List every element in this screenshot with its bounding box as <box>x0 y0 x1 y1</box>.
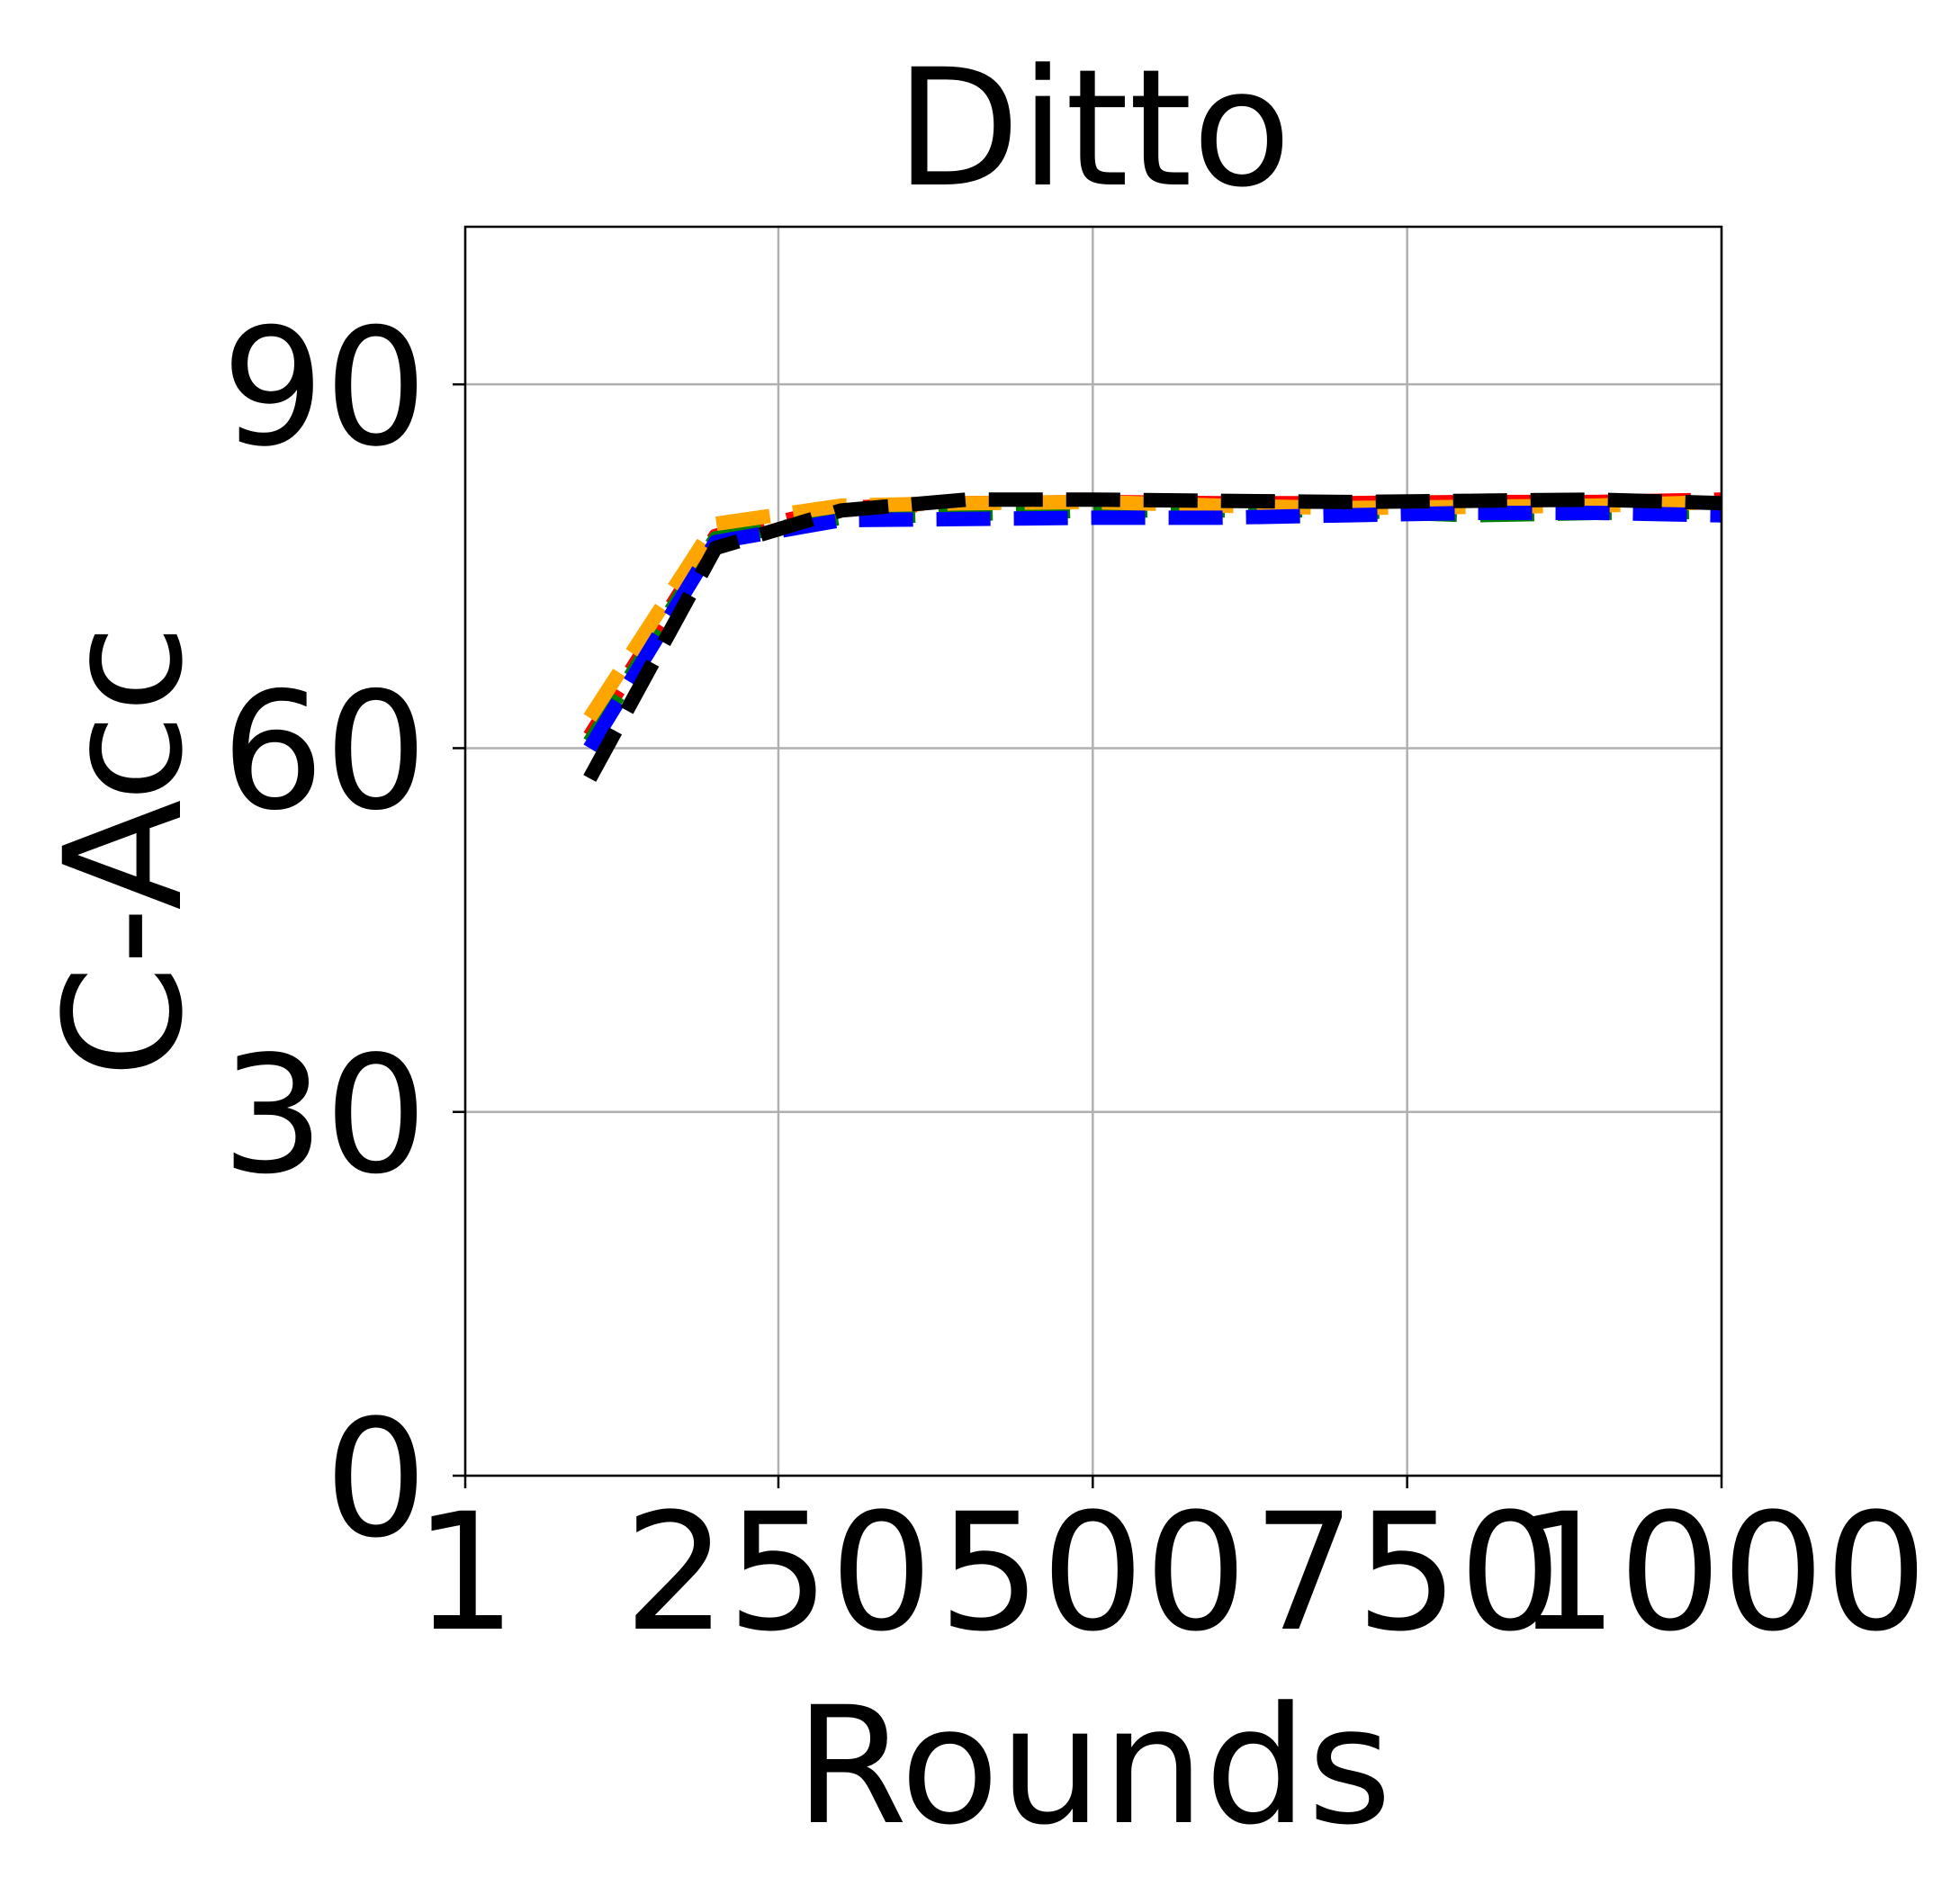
x-tick-label: 750 <box>1253 1479 1562 1667</box>
y-tick-label: 60 <box>221 658 427 846</box>
x-tick-label: 1 <box>414 1479 517 1667</box>
y-tick-label: 0 <box>324 1386 427 1574</box>
x-axis-label: Rounds <box>795 1673 1391 1861</box>
y-axis-label: C-Acc <box>31 624 219 1079</box>
series-line-5 <box>583 492 1722 782</box>
y-tick-label: 30 <box>221 1022 427 1210</box>
x-tick-label: 500 <box>939 1479 1248 1667</box>
series-layer <box>583 492 1722 782</box>
x-tick-label: 250 <box>624 1479 933 1667</box>
series-line-2 <box>583 503 1722 746</box>
y-tick-label: 90 <box>221 294 427 482</box>
chart-title: Ditto <box>895 35 1291 223</box>
x-tick-label: 1000 <box>1515 1479 1928 1667</box>
y-axis: 0 30 60 90 <box>221 294 465 1574</box>
